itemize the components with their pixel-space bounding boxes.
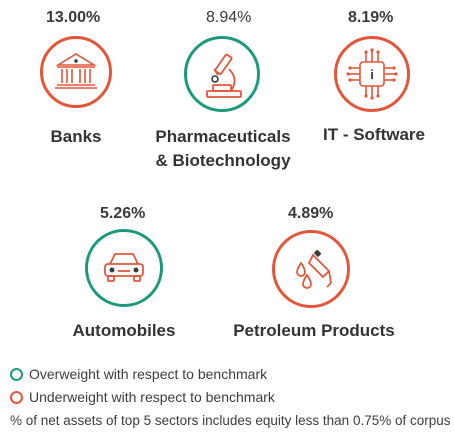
- microscope-icon: [206, 53, 242, 98]
- legend-overweight-label: Overweight with respect to benchmark: [29, 366, 268, 382]
- sector-percent: 8.19%: [348, 9, 394, 26]
- overweight-circle-icon: [10, 367, 23, 381]
- sector-label-line2: & Biotechnology: [155, 151, 291, 170]
- legend-underweight: Underweight with respect to benchmark: [10, 389, 275, 405]
- sector-circle: [85, 229, 163, 307]
- sector-circle: [272, 230, 350, 308]
- sector-circle: i: [334, 36, 410, 112]
- sector-label: Pharmaceuticals & Biotechnology: [150, 125, 296, 173]
- sector-percent: 8.94%: [206, 9, 252, 26]
- bank-icon: [55, 53, 97, 89]
- underweight-circle-icon: [10, 390, 23, 404]
- sector-label: Petroleum Products: [233, 321, 395, 340]
- legend-overweight: Overweight with respect to benchmark: [10, 366, 267, 382]
- sector-label: Automobiles: [72, 321, 176, 340]
- car-icon: [104, 253, 144, 282]
- sector-label: IT - Software: [322, 125, 425, 144]
- sector-percent: 5.26%: [100, 205, 146, 222]
- circuit-chip-icon: i: [346, 48, 398, 100]
- sector-percent: 4.89%: [288, 205, 334, 222]
- legend-underweight-label: Underweight with respect to benchmark: [29, 389, 275, 405]
- svg-text:i: i: [370, 67, 374, 82]
- sector-circle: [184, 36, 260, 112]
- sector-percent: 13.00%: [46, 9, 101, 26]
- sector-label: Banks: [50, 127, 102, 146]
- fuel-pump-icon: [296, 249, 332, 289]
- sector-circle: [40, 36, 112, 108]
- footnote: % of net assets of top 5 sectors include…: [10, 413, 451, 428]
- sector-label-line1: Pharmaceuticals: [155, 127, 291, 146]
